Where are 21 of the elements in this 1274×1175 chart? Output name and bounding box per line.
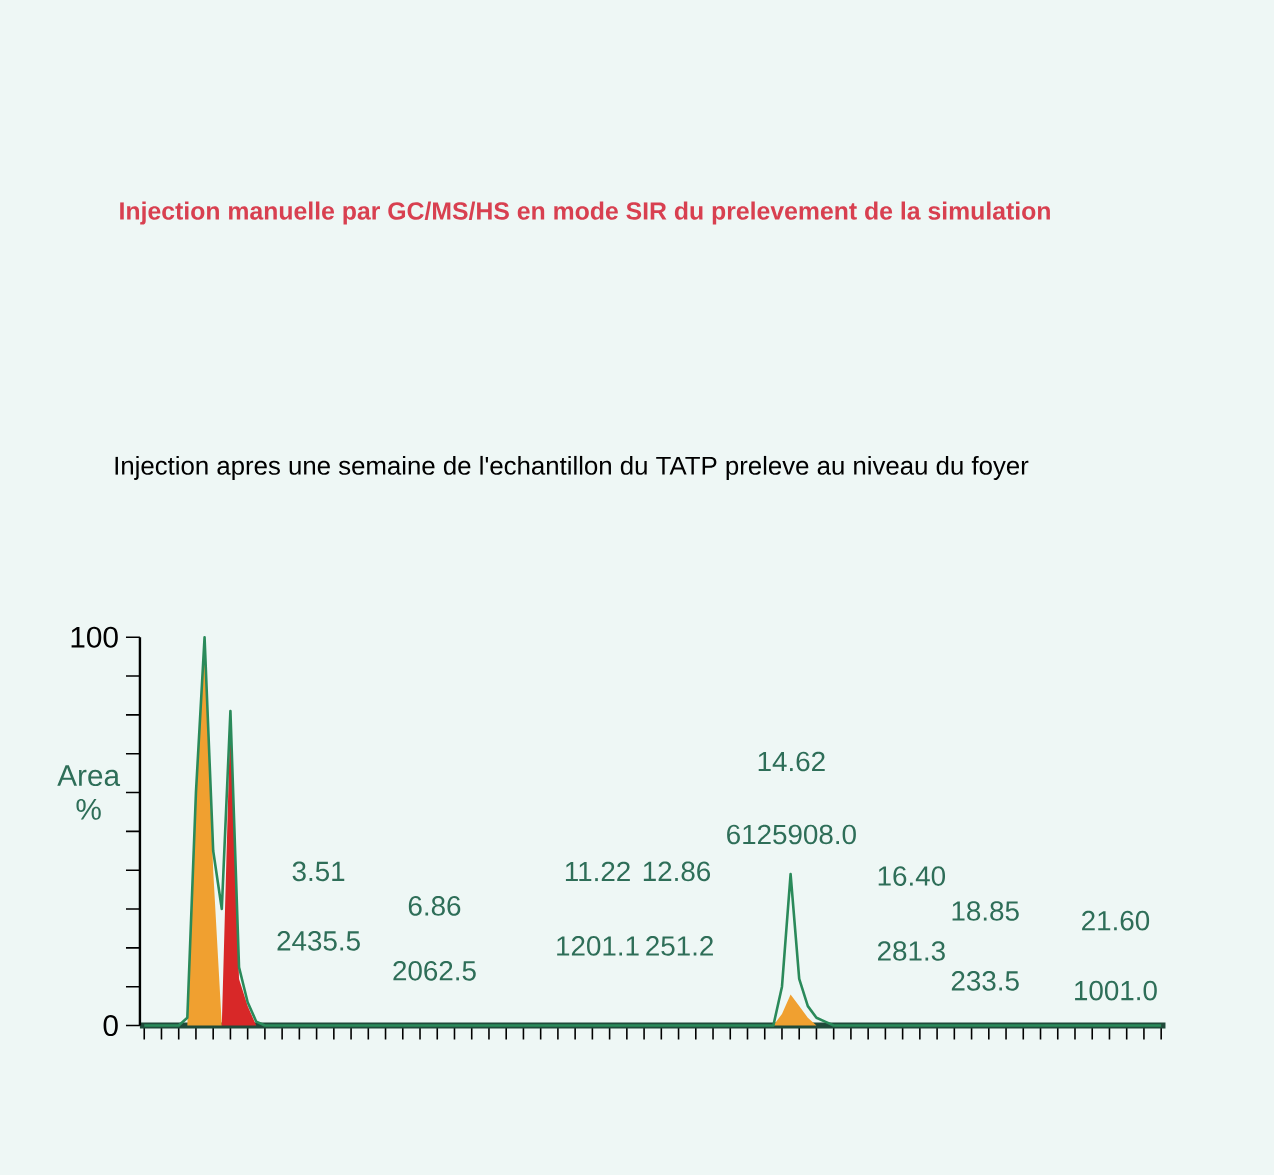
annotation: 12.86: [643, 861, 711, 882]
annotation: 18.85: [952, 901, 1019, 921]
annotation: 6.86: [408, 896, 461, 916]
annotation: 21.60: [1082, 910, 1150, 931]
annotation: 1001.0: [1075, 980, 1157, 1001]
annotation: 281.3: [878, 941, 945, 961]
annotation: 2435.5: [277, 931, 360, 951]
annotation: 3.51: [292, 861, 345, 882]
y-axis-title: Area %: [57, 765, 121, 820]
chart-title: Injection manuelle par GC/MS/HS en mode SIR du prelevement de la simulation: [120, 201, 1050, 225]
annotation: 233.5: [951, 971, 1019, 991]
chart-subtitle: Injection apres une semaine de l'echantillon du TATP preleve au niveau du foyer: [115, 455, 1029, 481]
annotation: 11.22: [565, 861, 630, 882]
y-tick-label: 0: [103, 1015, 118, 1037]
annotation: 6125908.0: [727, 824, 856, 845]
y-tick-label: 100: [71, 626, 118, 648]
annotation: 2062.5: [393, 960, 476, 981]
annotation: 1201.1: [557, 936, 639, 956]
annotation: 16.40: [878, 866, 946, 886]
annotation: 251.2: [646, 936, 713, 956]
annotation: 14.62: [758, 751, 825, 772]
